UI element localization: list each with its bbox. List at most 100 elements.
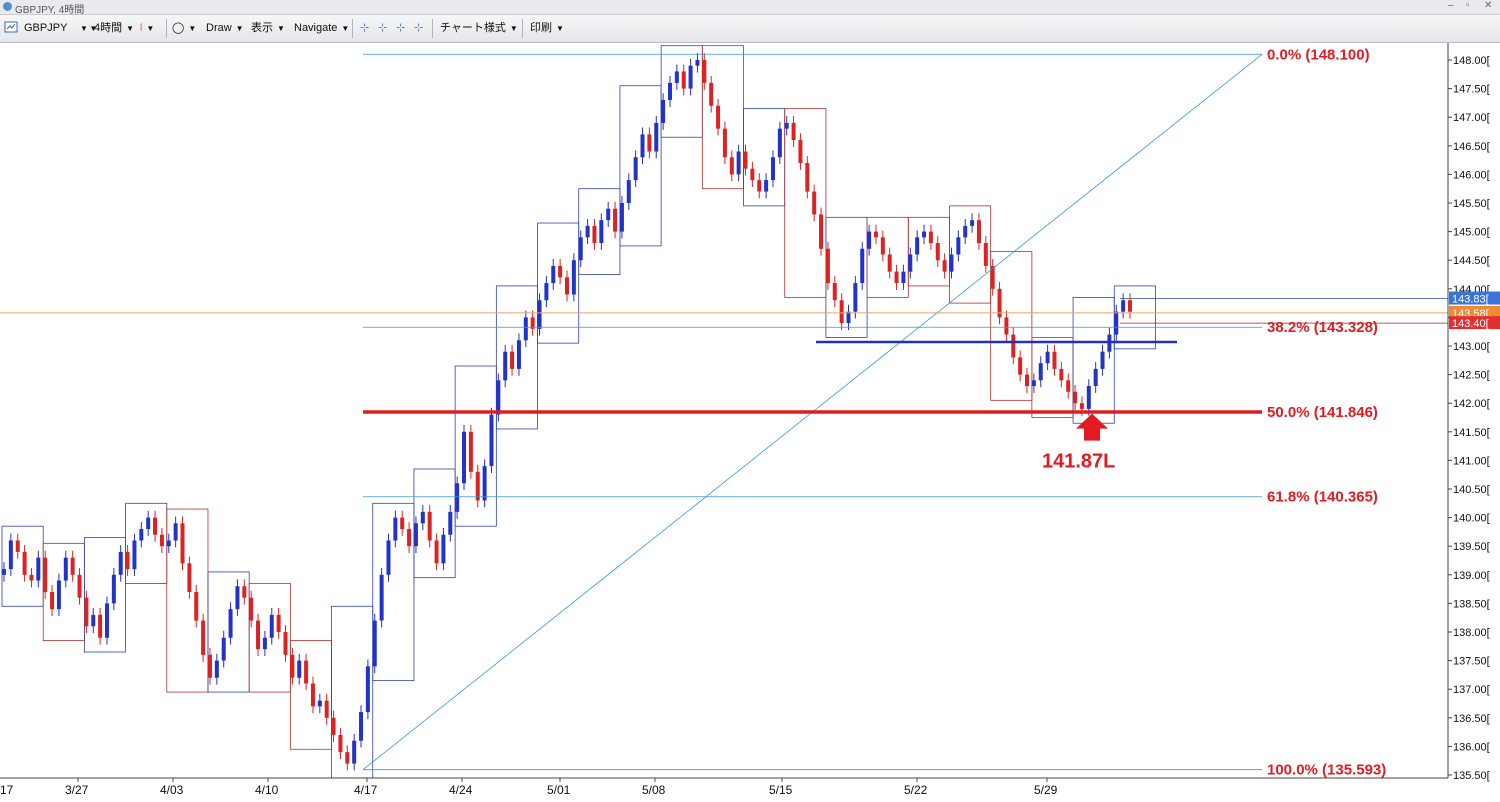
- chart-style-menu[interactable]: チャート様式 ▼: [440, 22, 518, 34]
- candle: [15, 540, 20, 552]
- price-tick-label: 139.50[: [1453, 541, 1490, 553]
- envelope-box: [454, 365, 497, 527]
- candle: [667, 82, 672, 101]
- draw-menu[interactable]: Draw ▼: [206, 22, 244, 34]
- maximize-icon[interactable]: ▫: [1466, 0, 1470, 11]
- candle: [462, 431, 467, 484]
- time-tick-label: 4/24: [449, 783, 473, 797]
- candle: [983, 243, 988, 266]
- price-tick-label: 147.00[: [1453, 112, 1490, 124]
- time-tick-label: 4/10: [255, 783, 279, 797]
- candle: [365, 666, 370, 713]
- price-badge-label: 143.83[: [1452, 294, 1489, 306]
- candle: [29, 574, 34, 581]
- candle: [43, 557, 48, 592]
- candle: [770, 157, 775, 181]
- minimize-icon[interactable]: ‒: [1448, 0, 1454, 11]
- candle: [194, 591, 199, 621]
- navigate-label: Navigate: [294, 22, 338, 34]
- candle: [640, 134, 645, 158]
- candle: [496, 380, 501, 415]
- navigate-menu[interactable]: Navigate ▼: [294, 22, 350, 34]
- close-icon[interactable]: ✕: [1484, 0, 1493, 11]
- crosshair-icon[interactable]: ⊹: [360, 22, 370, 34]
- time-tick-label: 5/01: [547, 783, 571, 797]
- candle: [839, 300, 844, 324]
- candle: [407, 529, 412, 547]
- candle: [228, 609, 233, 638]
- candle: [352, 740, 357, 764]
- candle: [846, 311, 851, 324]
- symbol-select[interactable]: GBPJPY ▼: [24, 22, 98, 34]
- candle: [91, 614, 96, 627]
- chart-canvas[interactable]: 0.0% (148.100) 38.2% (143.328) 50.0% (141.…: [0, 43, 1500, 802]
- candle: [434, 540, 439, 564]
- timeframe-select[interactable]: 4時間 ▼: [94, 22, 135, 34]
- price-badge: [1449, 316, 1500, 330]
- zoom-out-icon[interactable]: ⊹: [396, 22, 406, 34]
- price-axis: [1448, 43, 1500, 802]
- candle: [63, 557, 68, 581]
- candle: [159, 534, 164, 547]
- candle: [304, 660, 309, 684]
- candle: [619, 203, 624, 232]
- candle: [626, 180, 631, 203]
- price-chart[interactable]: 0.0% (148.100) 38.2% (143.328) 50.0% (141.…: [0, 43, 1500, 802]
- print-menu[interactable]: 印刷 ▼: [530, 22, 564, 34]
- envelope-box: [990, 251, 1033, 401]
- candle: [915, 237, 920, 255]
- candle: [125, 551, 130, 570]
- candle: [359, 712, 364, 741]
- candle: [70, 557, 75, 575]
- candle: [317, 700, 322, 707]
- candle: [1093, 368, 1098, 387]
- candle: [647, 134, 652, 152]
- time-tick-label: 5/15: [769, 783, 793, 797]
- candle: [98, 614, 103, 638]
- candle: [235, 586, 240, 610]
- price-badge: [1449, 291, 1500, 305]
- candle: [922, 231, 927, 238]
- candle: [290, 654, 295, 678]
- autoscroll-icon[interactable]: ⊹: [414, 22, 424, 34]
- candle: [736, 151, 741, 175]
- candle: [750, 168, 755, 181]
- candle: [22, 551, 27, 575]
- price-tick-label: 142.00[: [1453, 398, 1490, 410]
- price-tick-label: 144.50[: [1453, 255, 1490, 267]
- candle: [791, 122, 796, 141]
- candle: [729, 157, 734, 175]
- candle: [1018, 357, 1023, 375]
- candlestick-type-icon[interactable]: ⧙ ▼: [140, 22, 155, 34]
- candle: [324, 700, 329, 718]
- envelope-box: [784, 108, 827, 298]
- candle: [1100, 351, 1105, 369]
- fib-label: 50.0% (141.846): [1267, 404, 1378, 421]
- candle: [592, 225, 597, 244]
- candle: [413, 523, 418, 547]
- candle: [482, 466, 487, 501]
- zoom-in-icon[interactable]: ⊹: [378, 22, 388, 34]
- circle-tool-icon[interactable]: ◯ ▼: [172, 22, 197, 34]
- candle: [743, 151, 748, 169]
- envelope-box: [372, 502, 415, 682]
- chart-icon[interactable]: [4, 20, 18, 36]
- candle: [997, 288, 1002, 318]
- candle: [310, 683, 315, 707]
- timeframe-dropdown-icon[interactable]: ▼: [80, 24, 88, 33]
- candle: [908, 254, 913, 272]
- envelope-box: [83, 537, 126, 653]
- price-tick-label: 146.00[: [1453, 169, 1490, 181]
- view-menu[interactable]: 表示 ▼: [251, 22, 285, 34]
- candle: [386, 540, 391, 575]
- candle: [441, 534, 446, 564]
- candle: [942, 260, 947, 272]
- candle: [819, 214, 824, 249]
- price-tick-label: 145.00[: [1453, 227, 1490, 239]
- time-tick-label: 5/22: [904, 783, 928, 797]
- price-tick-label: 138.00[: [1453, 627, 1490, 639]
- envelope-box: [537, 222, 580, 344]
- candle: [1079, 403, 1084, 409]
- price-tick-label: 136.00[: [1453, 741, 1490, 753]
- candle: [420, 511, 425, 524]
